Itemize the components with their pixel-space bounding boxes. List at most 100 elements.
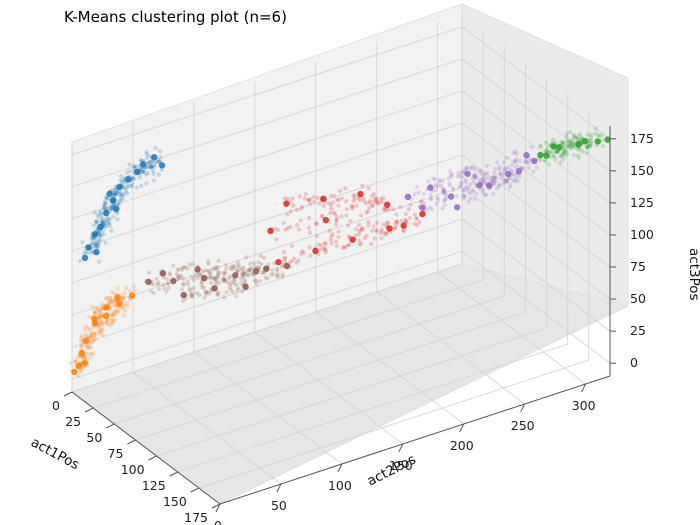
cluster-2-density-point — [186, 282, 191, 287]
cluster-3-density-point — [371, 199, 376, 204]
cluster-0-density-point — [120, 192, 125, 197]
cluster-2-point — [145, 278, 152, 286]
cluster-1-density-point — [78, 369, 84, 374]
cluster-4-density-point — [492, 181, 497, 187]
cluster-3-density-point — [323, 242, 328, 247]
cluster-4-density-point — [461, 193, 467, 198]
x-tick-mark — [84, 407, 94, 413]
grid-line — [71, 218, 463, 348]
cluster-4-density-point — [502, 168, 507, 173]
cluster-2-density-point — [197, 273, 203, 278]
cluster-1-point — [71, 368, 78, 376]
cluster-2-point — [159, 270, 167, 277]
grid-line — [315, 311, 464, 425]
cluster-0-density-point — [93, 245, 99, 250]
cluster-2-density-point — [199, 282, 204, 287]
cluster-1-density-point — [97, 320, 102, 325]
cluster-4-density-point — [484, 192, 489, 197]
cluster-3-density-point — [393, 225, 398, 230]
cluster-2-density-point — [181, 276, 186, 281]
grid-line — [114, 295, 505, 425]
cluster-3-density-point — [384, 230, 389, 235]
cluster-4-density-point — [456, 170, 461, 175]
cluster-3-density-point — [341, 245, 346, 250]
cluster-4-density-point — [428, 196, 433, 201]
cluster-1-density-point — [105, 296, 110, 301]
cluster-4-density-point — [435, 195, 440, 200]
cluster-2-density-point — [176, 276, 182, 281]
cluster-1-density-point — [104, 321, 109, 326]
cluster-1-density-point — [110, 320, 115, 326]
cluster-2-density-point — [254, 278, 259, 283]
cluster-4-point — [419, 204, 426, 211]
cluster-0-density-point — [146, 164, 151, 169]
cluster-3-density-point — [321, 203, 326, 208]
cluster-1-density-point — [110, 317, 115, 322]
cluster-3-density-point — [418, 199, 424, 204]
cluster-4-density-point — [513, 159, 518, 164]
cluster-3-density-point — [317, 201, 322, 206]
y-axis-line — [219, 375, 611, 505]
cluster-2-density-point — [246, 268, 251, 273]
cluster-4-point — [476, 182, 483, 189]
cluster-3-density-point — [301, 251, 306, 256]
cluster-4-density-point — [450, 185, 456, 191]
cluster-3-density-point — [381, 207, 386, 212]
cluster-0-density-point — [134, 185, 139, 190]
grid-line — [437, 271, 586, 385]
cluster-0-density-point — [101, 219, 106, 224]
cluster-2-density-point — [176, 274, 181, 279]
cluster-2-density-point — [151, 290, 157, 296]
cluster-1-point — [102, 312, 110, 320]
cluster-3-density-point — [326, 201, 331, 206]
cluster-2-density-point — [213, 266, 218, 271]
cluster-1-density-point — [99, 321, 105, 327]
cluster-1-point — [82, 337, 90, 344]
cluster-4-density-point — [468, 166, 473, 171]
cluster-2-density-point — [179, 274, 184, 279]
cluster-0-density-point — [115, 190, 120, 196]
cluster-1-density-point — [113, 304, 118, 309]
cluster-1-density-point — [87, 328, 92, 333]
cluster-5-density-point — [561, 157, 566, 162]
grid-line — [461, 90, 611, 204]
cluster-2-density-point — [216, 270, 221, 275]
cluster-2-density-point — [179, 265, 185, 270]
cluster-1-density-point — [121, 296, 126, 301]
cluster-3-density-point — [280, 272, 285, 277]
cluster-3-density-point — [403, 211, 408, 216]
cluster-1-density-point — [110, 317, 115, 322]
cluster-5-density-point — [588, 142, 593, 147]
cluster-1-density-point — [90, 335, 95, 340]
cluster-3-density-point — [288, 209, 293, 214]
cluster-4-density-point — [508, 182, 513, 187]
cluster-4-density-point — [470, 164, 475, 169]
cluster-3-density-point — [399, 218, 404, 224]
cluster-0-density-point — [153, 161, 158, 166]
cluster-4-density-point — [481, 176, 486, 181]
cluster-4-density-point — [478, 178, 483, 183]
grid-line — [254, 331, 404, 445]
cluster-0-density-point — [101, 232, 107, 237]
cluster-0-density-point — [94, 221, 99, 226]
x-tick-mark — [169, 471, 178, 477]
cluster-4-density-point — [463, 177, 468, 183]
cluster-3-density-point — [298, 206, 304, 211]
cluster-5-density-point — [563, 149, 568, 154]
grid-line — [71, 90, 463, 220]
cluster-5-density-point — [593, 131, 598, 136]
cluster-0-density-point — [152, 164, 157, 169]
cluster-1-density-point — [92, 331, 98, 336]
cluster-1-density-point — [120, 305, 125, 310]
cluster-2-density-point — [269, 272, 274, 277]
cluster-1-density-point — [99, 314, 104, 319]
cluster-2-density-point — [260, 270, 265, 275]
cluster-0-density-point — [128, 168, 133, 174]
cluster-0-density-point — [112, 191, 117, 197]
cluster-0-density-point — [110, 187, 116, 192]
cluster-4-density-point — [429, 206, 434, 212]
cluster-4-density-point — [490, 178, 496, 183]
cluster-5-density-point — [568, 140, 573, 146]
cluster-1-point — [91, 315, 98, 322]
cluster-4-point — [404, 193, 412, 201]
